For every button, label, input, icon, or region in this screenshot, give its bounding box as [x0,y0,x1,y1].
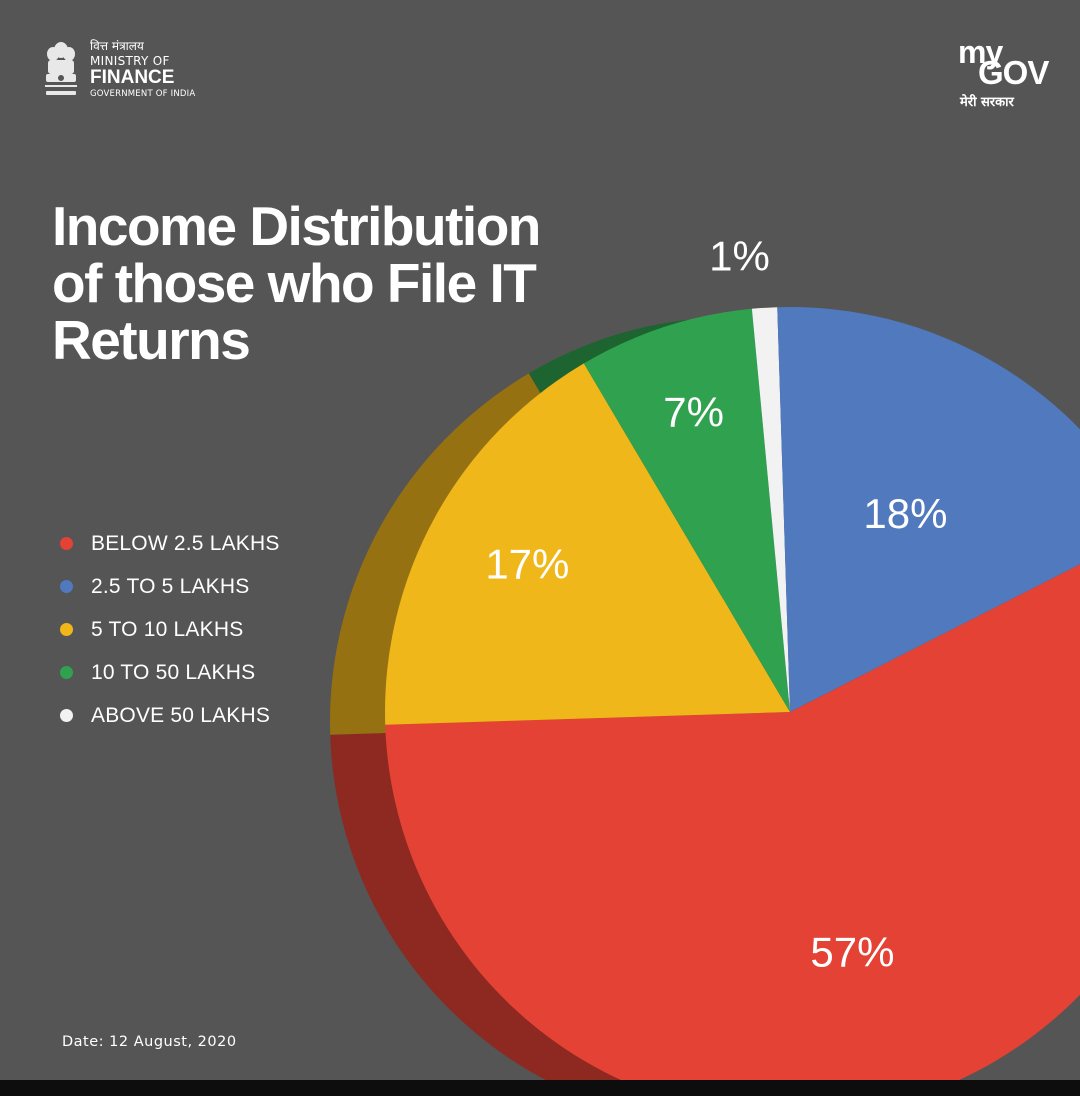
legend-dot-above-50-lakhs [60,709,73,722]
legend-item-10-to-50-lakhs: 10 TO 50 LAKHS [60,651,280,694]
screen-bottom-bar [0,1080,1080,1096]
legend-label-above-50-lakhs: ABOVE 50 LAKHS [91,703,271,727]
chart-legend: BELOW 2.5 LAKHS 2.5 TO 5 LAKHS 5 TO 10 L… [60,522,280,737]
pie-slice-5-to-10-lakhs [385,363,790,725]
legend-label-below-2-5-lakhs: BELOW 2.5 LAKHS [91,531,280,555]
chart-title: Income Distribution of those who File IT… [52,198,652,369]
chart-title-line-1: Income Distribution [52,195,541,257]
slice-value-label-10-to-50-lakhs: 7% [663,389,724,436]
ministry-line: MINISTRY OF [90,53,170,68]
pie-labels-layer: 57% 17% 7% 1% 18% [485,232,947,975]
pie-slice-below-2-5-lakhs [385,564,1080,1080]
pie-slice-10-to-50-lakhs [583,308,790,712]
legend-dot-below-2-5-lakhs [60,537,73,550]
legend-item-above-50-lakhs: ABOVE 50 LAKHS [60,694,280,737]
slice-value-label-2-5-to-5-lakhs: 18% [863,490,947,537]
mygov-my-text: my [958,34,1003,70]
legend-dot-5-to-10-lakhs [60,623,73,636]
date-footnote: Date: 12 August, 2020 [62,1034,237,1050]
legend-label-2-5-to-5-lakhs: 2.5 TO 5 LAKHS [91,574,250,598]
pie-slice-2-5-to-5-lakhs [777,307,1080,712]
ministry-hindi-name: वित्त मंत्रालय [90,39,144,53]
ministry-of-finance-logo: वित्त मंत्रालय MINISTRY OF FINANCE GOVER… [42,40,232,106]
slice-value-label-5-to-10-lakhs: 17% [485,541,569,588]
pie-slice-above-50-lakhs [751,307,790,712]
legend-dot-10-to-50-lakhs [60,666,73,679]
mygov-hindi-tagline: मेरी सरकार [960,95,1014,110]
government-line: GOVERNMENT OF INDIA [90,89,196,100]
pie-slices-layer [385,307,1080,1080]
mygov-gov-text: GOV [978,54,1049,91]
legend-item-5-to-10-lakhs: 5 TO 10 LAKHS [60,608,280,651]
legend-label-5-to-10-lakhs: 5 TO 10 LAKHS [91,617,244,641]
state-emblem-icon [45,42,77,95]
legend-item-2-5-to-5-lakhs: 2.5 TO 5 LAKHS [60,565,280,608]
finance-line: FINANCE [90,67,175,89]
slice-value-label-below-2-5-lakhs: 57% [810,928,894,975]
slice-value-label-above-50-lakhs: 1% [709,232,770,279]
mygov-logo: my GOV मेरी सरकार [950,34,1050,116]
legend-label-10-to-50-lakhs: 10 TO 50 LAKHS [91,660,256,684]
chart-title-line-3: Returns [52,309,251,371]
legend-item-below-2-5-lakhs: BELOW 2.5 LAKHS [60,522,280,565]
chart-title-line-2: of those who File IT [52,252,537,314]
legend-dot-2-5-to-5-lakhs [60,580,73,593]
